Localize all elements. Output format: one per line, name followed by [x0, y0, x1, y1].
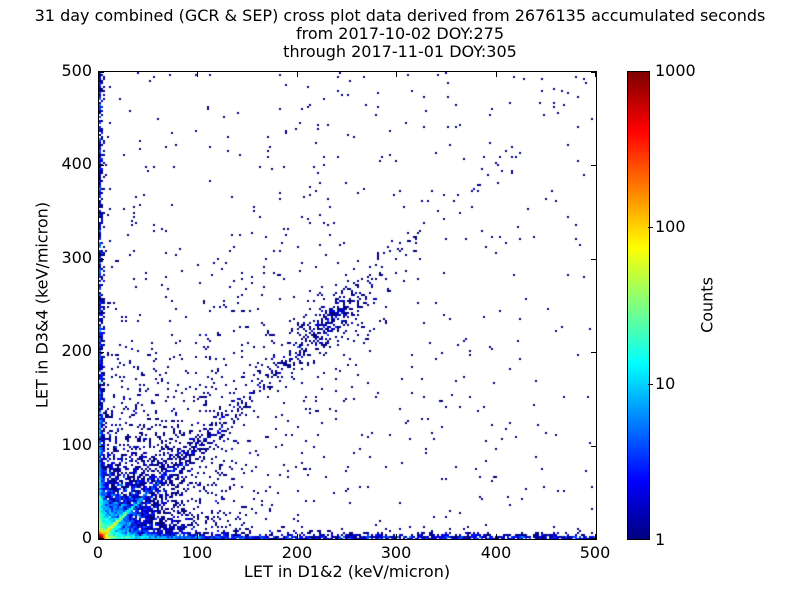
y-tick-mark	[99, 538, 104, 539]
colorbar-tick-label: 1000	[655, 61, 696, 80]
x-tick-mark	[396, 534, 397, 539]
y-tick-label: 200	[61, 341, 92, 360]
x-tick-mark	[496, 534, 497, 539]
y-tick-mark	[99, 165, 104, 166]
y-tick-mark	[591, 72, 596, 73]
y-axis-label: LET in D3&4 (keV/micron)	[32, 201, 52, 409]
colorbar-tick-mark	[648, 227, 653, 228]
colorbar-label: Counts	[697, 277, 717, 333]
colorbar-tick-mark	[648, 384, 653, 385]
x-tick-mark	[595, 534, 596, 539]
x-tick-label: 0	[92, 543, 104, 562]
plot-area	[98, 71, 597, 540]
y-tick-mark	[591, 165, 596, 166]
colorbar-gradient-canvas	[628, 72, 649, 539]
x-tick-mark	[197, 534, 198, 539]
x-tick-mark	[396, 72, 397, 77]
x-tick-label: 200	[281, 543, 313, 562]
x-tick-mark	[595, 72, 596, 77]
y-tick-mark	[99, 352, 104, 353]
x-tick-mark	[297, 534, 298, 539]
x-tick-label: 100	[181, 543, 213, 562]
x-tick-mark	[297, 72, 298, 77]
colorbar-tick-label: 1	[655, 530, 666, 549]
x-tick-mark	[98, 72, 99, 77]
y-tick-mark	[99, 446, 104, 447]
y-tick-mark	[591, 259, 596, 260]
y-tick-mark	[591, 538, 596, 539]
y-tick-label: 0	[81, 528, 92, 547]
y-tick-label: 300	[61, 248, 92, 267]
x-tick-label: 300	[380, 543, 412, 562]
x-tick-mark	[98, 534, 99, 539]
chart-subtitle-from: from 2017-10-02 DOY:275	[295, 24, 504, 43]
y-tick-mark	[591, 352, 596, 353]
colorbar	[627, 71, 650, 540]
scatter-density-canvas	[99, 72, 596, 539]
y-tick-label: 400	[61, 154, 92, 173]
x-tick-label: 500	[579, 543, 611, 562]
chart-subtitle-through: through 2017-11-01 DOY:305	[283, 42, 517, 61]
y-tick-label: 100	[61, 435, 92, 454]
chart-title: 31 day combined (GCR & SEP) cross plot d…	[34, 6, 766, 25]
y-tick-mark	[591, 446, 596, 447]
x-tick-mark	[496, 72, 497, 77]
y-tick-mark	[99, 72, 104, 73]
x-tick-label: 400	[480, 543, 512, 562]
y-tick-label: 500	[61, 61, 92, 80]
y-tick-mark	[99, 259, 104, 260]
colorbar-tick-label: 100	[655, 217, 686, 236]
x-tick-mark	[197, 72, 198, 77]
x-axis-label: LET in D1&2 (keV/micron)	[243, 562, 451, 581]
colorbar-tick-label: 10	[655, 374, 676, 393]
